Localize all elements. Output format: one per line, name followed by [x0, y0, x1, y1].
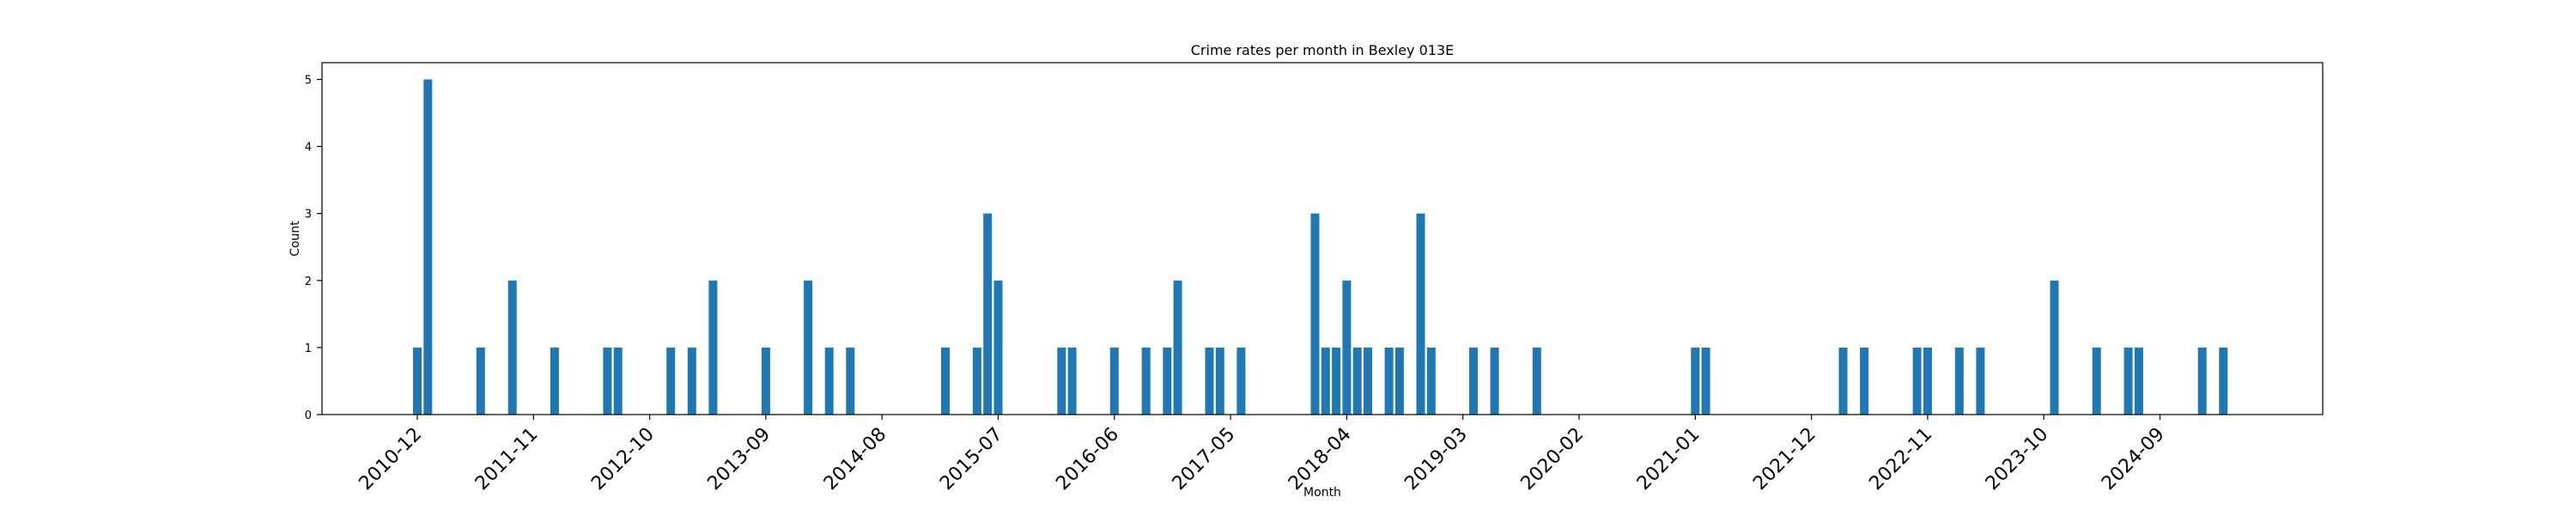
bar [1236, 347, 1246, 415]
x-tick-label: 2014-08 [820, 424, 891, 495]
bar [423, 79, 433, 415]
bar [993, 280, 1003, 415]
bar [1532, 347, 1541, 415]
bar [1469, 347, 1478, 415]
bar [941, 347, 950, 415]
x-tick-label: 2012-10 [587, 424, 659, 495]
x-tick-label: 2017-05 [1169, 424, 1240, 495]
x-tick-label: 2010-12 [355, 424, 427, 495]
y-tick-label: 3 [305, 209, 312, 221]
bar [1954, 347, 1964, 415]
bars [413, 79, 2228, 415]
y-tick-label: 1 [305, 342, 312, 355]
x-tick-label: 2011-11 [471, 424, 543, 495]
bar [1490, 347, 1499, 415]
bar [1310, 213, 1320, 415]
bar [2050, 280, 2059, 415]
y-tick-label: 2 [305, 276, 312, 288]
bar [972, 347, 981, 415]
bar [983, 213, 993, 415]
bar [1067, 347, 1077, 415]
bar [603, 347, 612, 415]
bar [1923, 347, 1932, 415]
bar [2134, 347, 2143, 415]
bar [1691, 347, 1700, 415]
bar [1173, 280, 1182, 415]
x-axis: 2010-12 2011-11 2012-10 2013-09 2014-08 2015-… [355, 415, 2169, 494]
bar [2219, 347, 2228, 415]
bar [1163, 347, 1172, 415]
bar [761, 347, 770, 415]
bar [2197, 347, 2207, 415]
x-tick-label: 2021-01 [1633, 424, 1704, 495]
x-tick-label: 2022-11 [1865, 424, 1936, 495]
bar [550, 347, 559, 415]
bar [1205, 347, 1214, 415]
bar [824, 347, 834, 415]
bar [687, 347, 696, 415]
plot-frame [321, 62, 2324, 415]
bar [708, 280, 718, 415]
x-tick-label: 2024-09 [2098, 424, 2169, 495]
y-axis-label: Count [289, 221, 302, 257]
x-tick-label: 2015-07 [936, 424, 1007, 495]
y-tick-label: 4 [305, 142, 312, 154]
bar [666, 347, 676, 415]
y-tick-label: 5 [305, 75, 312, 88]
bar [1416, 213, 1425, 415]
x-axis-label: Month [1303, 486, 1341, 500]
bar [1352, 347, 1362, 415]
y-tick-label: 0 [305, 409, 312, 422]
x-tick-label: 2018-04 [1285, 424, 1356, 495]
bar [1701, 347, 1710, 415]
x-tick-label: 2020-02 [1517, 424, 1589, 495]
bar [1860, 347, 1869, 415]
chart-title: Crime rates per month in Bexley 013E [1191, 42, 1454, 58]
bar [613, 347, 623, 415]
x-tick-label: 2023-10 [1982, 424, 2053, 495]
bar [1321, 347, 1330, 415]
bar [1342, 280, 1352, 415]
bar [1057, 347, 1066, 415]
bar [507, 280, 517, 415]
bar [1394, 347, 1404, 415]
x-tick-label: 2016-06 [1052, 424, 1123, 495]
bar [1384, 347, 1394, 415]
bar [1976, 347, 1985, 415]
bar [846, 347, 855, 415]
bar [1109, 347, 1119, 415]
bar [476, 347, 485, 415]
x-tick-label: 2021-12 [1749, 424, 1820, 495]
x-tick-label: 2013-09 [703, 424, 775, 495]
bar [1364, 347, 1372, 415]
bar [2092, 347, 2101, 415]
y-axis: 0 1 2 3 4 5 [305, 75, 322, 422]
bar [2123, 347, 2133, 415]
bar [1332, 347, 1341, 415]
x-tick-label: 2019-03 [1400, 424, 1472, 495]
bar [1912, 347, 1922, 415]
bar [1426, 347, 1436, 415]
bar [1215, 347, 1224, 415]
bar [1141, 347, 1151, 415]
bar [804, 280, 813, 415]
bar [1838, 347, 1848, 415]
bar [413, 347, 422, 415]
